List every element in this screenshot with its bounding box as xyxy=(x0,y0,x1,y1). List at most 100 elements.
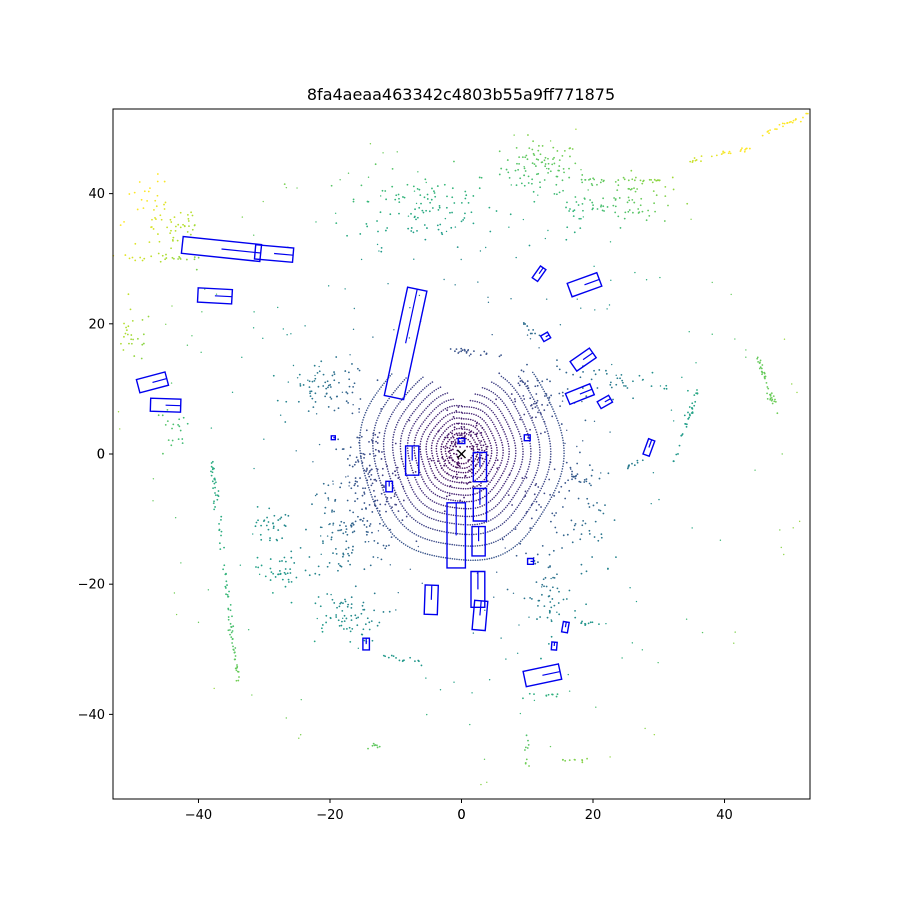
lidar-point xyxy=(419,403,421,405)
lidar-point xyxy=(510,498,513,501)
lidar-point xyxy=(400,455,403,458)
lidar-point xyxy=(172,423,175,426)
lidar-point xyxy=(577,204,580,206)
lidar-point xyxy=(349,354,351,356)
lidar-point xyxy=(544,156,547,159)
lidar-point xyxy=(688,416,691,419)
lidar-point xyxy=(493,382,495,385)
lidar-point xyxy=(431,429,434,431)
lidar-point xyxy=(503,431,505,433)
lidar-point xyxy=(541,485,544,487)
lidar-point xyxy=(407,437,410,439)
lidar-point xyxy=(508,425,510,428)
lidar-point xyxy=(568,210,571,212)
lidar-point xyxy=(515,508,517,511)
lidar-point xyxy=(665,384,668,387)
lidar-point xyxy=(197,621,200,624)
lidar-point xyxy=(644,727,646,730)
lidar-point xyxy=(418,522,421,525)
lidar-point xyxy=(174,229,177,232)
lidar-point xyxy=(504,552,506,554)
lidar-point xyxy=(412,491,415,493)
lidar-point xyxy=(416,418,418,421)
lidar-point xyxy=(470,447,473,450)
lidar-point xyxy=(392,449,394,451)
lidar-point xyxy=(535,431,538,433)
lidar-point xyxy=(227,595,229,598)
lidar-point xyxy=(487,483,490,485)
lidar-point xyxy=(544,163,547,165)
lidar-point xyxy=(583,478,586,481)
lidar-point xyxy=(571,148,574,150)
lidar-point xyxy=(529,447,532,450)
lidar-point xyxy=(440,556,442,558)
lidar-point xyxy=(143,190,146,193)
lidar-point xyxy=(453,433,456,436)
lidar-point xyxy=(347,546,350,549)
lidar-point xyxy=(478,430,480,432)
lidar-point xyxy=(560,473,562,475)
lidar-point xyxy=(490,381,493,383)
lidar-point xyxy=(415,459,418,462)
lidar-point xyxy=(307,410,310,413)
lidar-point xyxy=(484,609,486,612)
lidar-point xyxy=(548,478,551,481)
bounding-box xyxy=(135,371,170,394)
lidar-point xyxy=(483,395,486,398)
lidar-point xyxy=(401,505,404,507)
lidar-point xyxy=(403,490,406,492)
lidar-point xyxy=(549,380,551,383)
lidar-point xyxy=(451,196,454,199)
lidar-point xyxy=(260,564,263,567)
lidar-point xyxy=(505,435,507,438)
lidar-point xyxy=(367,176,370,178)
lidar-point xyxy=(470,460,473,463)
lidar-point xyxy=(412,185,415,188)
lidar-point xyxy=(478,469,480,471)
lidar-point xyxy=(685,618,688,620)
lidar-point xyxy=(498,355,501,358)
lidar-point xyxy=(501,472,504,475)
lidar-point xyxy=(659,385,662,387)
lidar-point xyxy=(486,781,488,784)
lidar-point xyxy=(476,448,479,450)
lidar-point xyxy=(672,188,675,191)
lidar-point xyxy=(325,392,328,395)
lidar-point xyxy=(346,605,349,608)
bounding-box xyxy=(596,394,614,410)
lidar-point xyxy=(473,350,475,353)
lidar-point xyxy=(524,761,527,764)
lidar-point xyxy=(469,507,472,510)
lidar-point xyxy=(484,458,486,461)
lidar-point xyxy=(394,407,397,409)
lidar-point xyxy=(556,365,558,368)
heading-line xyxy=(542,671,561,676)
lidar-point xyxy=(335,356,338,358)
lidar-point xyxy=(444,415,447,417)
lidar-point xyxy=(174,517,177,519)
lidar-point xyxy=(166,226,169,229)
lidar-point xyxy=(457,422,460,425)
lidar-point xyxy=(422,492,425,494)
lidar-point xyxy=(457,493,460,496)
lidar-point xyxy=(399,442,402,445)
lidar-point xyxy=(342,532,345,535)
lidar-point xyxy=(348,385,351,388)
lidar-point xyxy=(214,486,216,489)
lidar-point xyxy=(223,564,226,567)
lidar-point xyxy=(128,342,130,345)
lidar-point xyxy=(535,401,538,404)
lidar-point xyxy=(229,633,231,636)
lidar-point xyxy=(671,176,674,179)
lidar-point xyxy=(572,210,575,213)
lidar-point xyxy=(352,328,355,331)
lidar-point xyxy=(536,494,539,496)
lidar-point xyxy=(510,415,513,417)
lidar-point xyxy=(560,429,562,432)
lidar-point xyxy=(476,445,478,448)
lidar-point xyxy=(487,301,490,304)
lidar-point xyxy=(272,523,274,525)
lidar-point xyxy=(566,429,568,431)
lidar-point xyxy=(593,420,596,423)
lidar-point xyxy=(642,180,644,183)
